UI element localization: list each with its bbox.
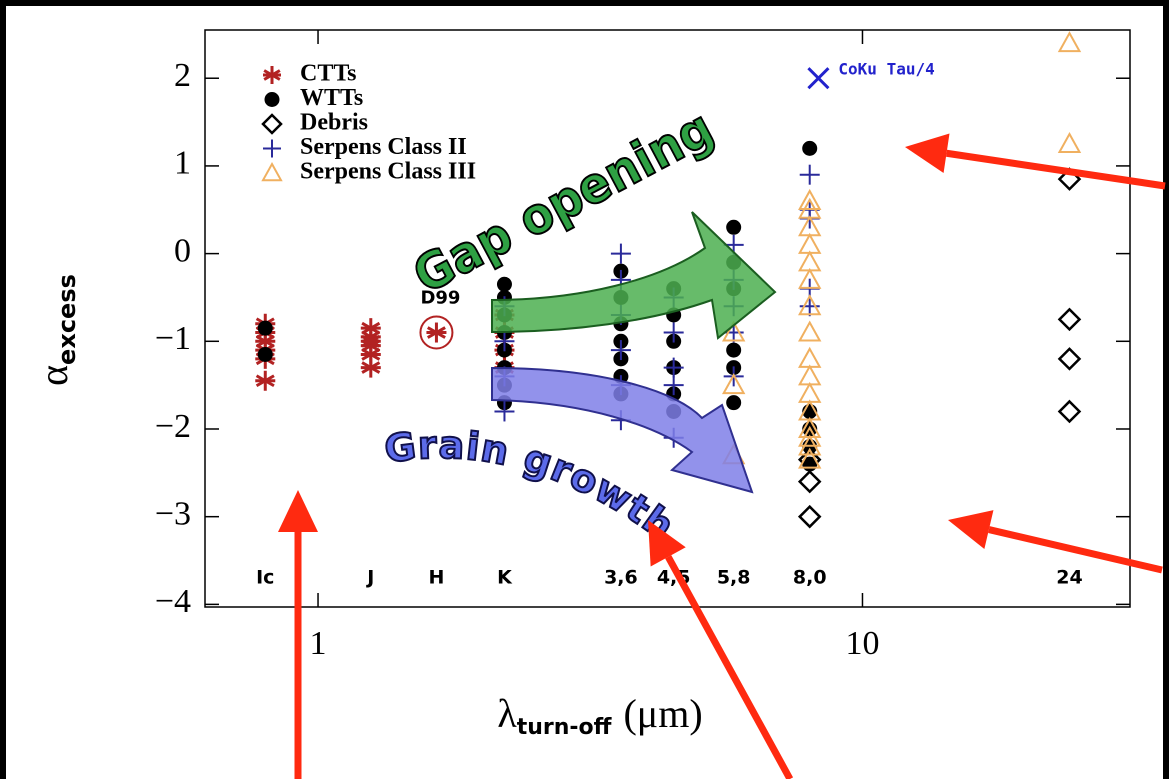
data-point — [259, 348, 272, 361]
band-label: 24 — [1056, 567, 1082, 589]
marker-dot — [266, 93, 279, 106]
y-tick-label: −4 — [155, 583, 191, 620]
marker-dot — [498, 278, 511, 291]
marker-dot — [259, 348, 272, 361]
marker-dot — [727, 396, 740, 409]
band-label: Ic — [256, 567, 274, 589]
marker-dot — [727, 221, 740, 234]
y-tick-label: 1 — [174, 145, 191, 182]
y-tick-label: −2 — [155, 408, 191, 445]
band-label: 5,8 — [717, 567, 751, 589]
highlight-label: CoKu Tau/4 — [838, 60, 934, 79]
legend-label: CTTs — [300, 61, 356, 87]
band-label: H — [428, 567, 444, 589]
y-tick-label: −3 — [155, 495, 191, 532]
band-label: K — [497, 567, 513, 589]
band-label: 3,6 — [604, 567, 638, 589]
marker-dot — [727, 344, 740, 357]
data-point — [803, 142, 816, 155]
data-point — [727, 396, 740, 409]
data-point — [259, 322, 272, 335]
x-label-unit: (μm) — [623, 691, 702, 736]
page: −4 −3 −2 −1 0 1 2 1 10 λturn-off (μm) αexcess CTTsWT… — [0, 0, 1169, 779]
legend-label: WTTs — [300, 85, 363, 111]
legend-label: Serpens Class II — [300, 134, 467, 160]
y-label-symbol: α — [31, 365, 76, 386]
data-point — [727, 221, 740, 234]
legend-marker — [266, 93, 279, 106]
band-label: 8,0 — [793, 567, 827, 589]
x-tick-label: 1 — [310, 625, 327, 662]
marker-dot — [259, 322, 272, 335]
data-point — [727, 344, 740, 357]
y-tick-label: −1 — [155, 320, 191, 357]
x-label-symbol: λ — [497, 691, 517, 736]
y-label-subscript: excess — [53, 274, 81, 365]
y-tick-label: 2 — [174, 57, 191, 94]
y-tick-label: 0 — [174, 232, 191, 269]
x-label-subscript: turn-off — [517, 715, 613, 740]
marker-dot — [803, 142, 816, 155]
legend-label: Debris — [300, 110, 368, 136]
legend-label: Serpens Class III — [300, 159, 476, 185]
x-tick-label: 10 — [845, 625, 879, 662]
data-point — [498, 278, 511, 291]
band-label: J — [365, 567, 374, 589]
